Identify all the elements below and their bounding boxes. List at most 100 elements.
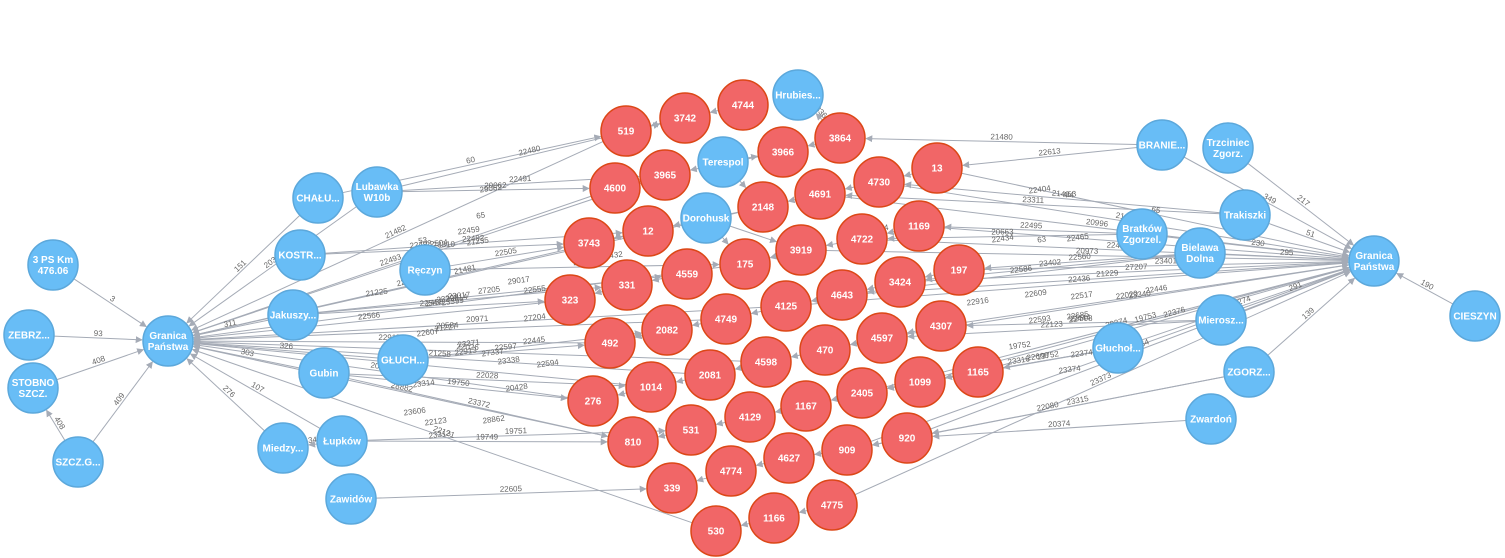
relationship-edge[interactable] [56,348,145,381]
node-circle[interactable] [933,244,985,296]
node-circle[interactable] [911,142,963,194]
relationship-edge[interactable] [721,236,729,245]
record-node[interactable]: 519 [600,105,652,157]
relationship-edge[interactable] [92,361,153,443]
relationship-edge[interactable] [617,390,627,397]
relationship-edge[interactable] [871,440,883,448]
relationship-edge[interactable] [193,340,379,359]
relationship-edge[interactable] [798,507,808,515]
relationship-edge[interactable] [401,185,590,193]
relationship-edge[interactable] [1267,277,1356,356]
relationship-edge[interactable] [675,377,686,384]
place-node[interactable]: GŁUCH... [377,334,429,386]
node-circle[interactable] [717,79,769,131]
node-circle[interactable] [874,256,926,308]
record-node[interactable]: 3742 [659,92,711,144]
node-circle[interactable] [680,192,732,244]
node-circle[interactable] [952,346,1004,398]
relationship-edge[interactable] [1396,272,1454,305]
relationship-edge[interactable] [944,223,1118,234]
node-circle[interactable] [665,404,717,456]
record-node[interactable]: 4643 [816,269,868,321]
relationship-edge[interactable] [787,196,796,204]
node-circle[interactable] [589,162,641,214]
record-node[interactable]: 4307 [915,300,967,352]
node-circle[interactable] [257,422,309,474]
record-node[interactable]: 810 [607,416,659,468]
relationship-edge[interactable] [189,353,321,429]
record-node[interactable]: 4597 [856,312,908,364]
relationship-edge[interactable] [192,344,609,438]
relationship-edge[interactable] [774,407,783,415]
record-node[interactable]: 1169 [893,200,945,252]
place-node[interactable]: Zwardoń [1185,393,1237,445]
place-node[interactable]: Jakuszy... [267,289,319,341]
place-node[interactable]: Głuchoł... [1092,322,1144,374]
node-circle[interactable] [780,380,832,432]
node-circle[interactable] [1116,208,1168,260]
relationship-edge[interactable] [191,348,693,524]
node-circle[interactable] [684,349,736,401]
relationship-edge[interactable] [192,344,300,369]
record-node[interactable]: 531 [665,404,717,456]
relationship-edge[interactable] [904,181,1221,214]
record-node[interactable]: 1099 [894,356,946,408]
relationship-edge[interactable] [755,460,765,468]
record-node[interactable]: 13 [911,142,963,194]
record-node[interactable]: 1167 [780,380,832,432]
node-circle[interactable] [142,315,194,367]
relationship-edge[interactable] [696,475,708,483]
place-node[interactable]: Ręczyn [399,244,451,296]
node-circle[interactable] [661,248,713,300]
relationship-edge[interactable] [613,233,624,240]
relationship-edge[interactable] [747,153,759,161]
record-node[interactable]: 530 [690,505,742,557]
node-circle[interactable] [719,238,771,290]
relationship-edge[interactable] [932,420,1187,440]
node-circle[interactable] [1092,322,1144,374]
node-circle[interactable] [274,229,326,281]
relationship-edge[interactable] [886,228,895,236]
record-node[interactable]: 1166 [748,492,800,544]
node-circle[interactable] [1136,119,1188,171]
relationship-edge[interactable] [962,147,1138,169]
relationship-edge[interactable] [825,240,838,248]
record-node[interactable]: 1165 [952,346,1004,398]
node-circle[interactable] [316,415,368,467]
node-circle[interactable] [1223,346,1275,398]
record-node[interactable]: 3424 [874,256,926,308]
relationship-edge[interactable] [903,171,913,178]
relationship-edge[interactable] [849,339,858,347]
node-circle[interactable] [724,391,776,443]
node-circle[interactable] [639,149,691,201]
node-circle[interactable] [27,239,79,291]
record-node[interactable]: 339 [646,462,698,514]
relationship-edge[interactable] [1001,266,1350,366]
relationship-edge[interactable] [886,383,896,391]
relationship-edge[interactable] [192,319,269,338]
node-circle[interactable] [563,217,615,269]
relationship-edge[interactable] [807,140,816,148]
node-circle[interactable] [760,280,812,332]
node-circle[interactable] [625,361,677,413]
record-node[interactable]: 276 [567,375,619,427]
node-circle[interactable] [7,362,59,414]
node-circle[interactable] [814,112,866,164]
record-node[interactable]: 197 [933,244,985,296]
record-node[interactable]: 4775 [806,479,858,531]
node-circle[interactable] [1202,122,1254,174]
record-node[interactable]: 4691 [794,168,846,220]
relationship-edge[interactable] [308,440,318,448]
place-node[interactable]: Terespol [697,136,749,188]
relationship-edge[interactable] [657,432,667,439]
place-node[interactable]: KOSTR... [274,229,326,281]
relationship-edge[interactable] [193,339,686,374]
relationship-edge[interactable] [709,107,719,115]
relationship-edge[interactable] [865,135,1138,145]
record-node[interactable]: 4774 [705,445,757,497]
